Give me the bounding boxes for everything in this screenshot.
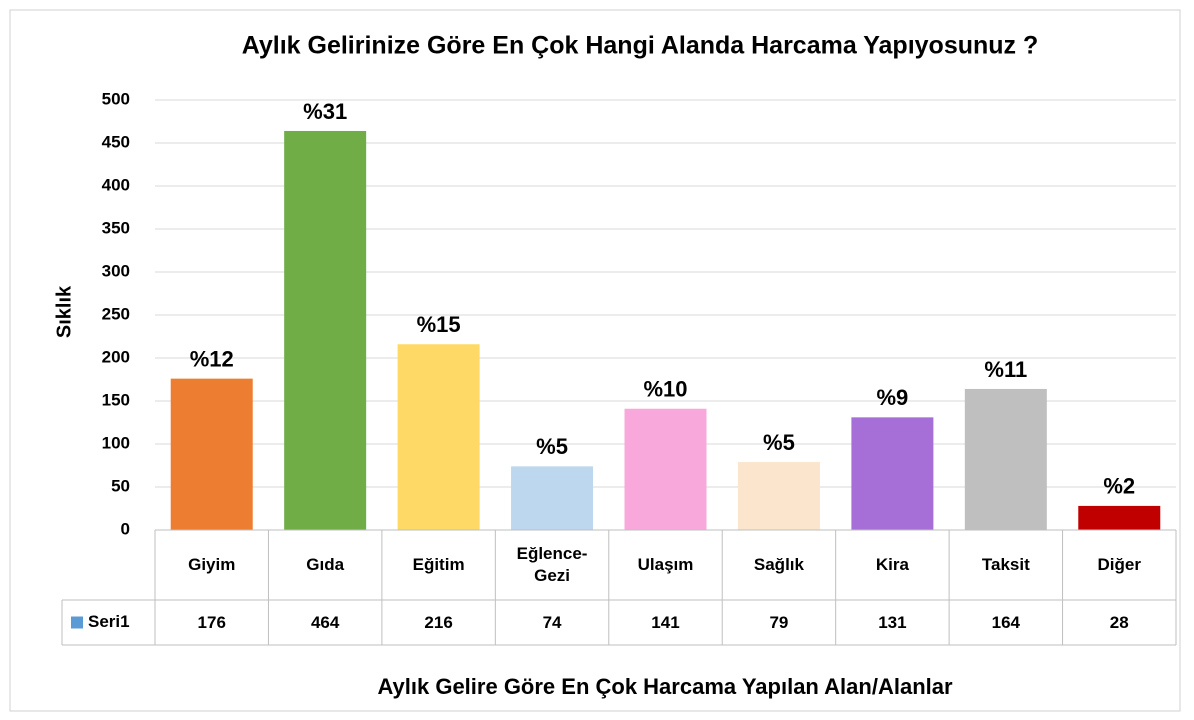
y-tick-label: 200 xyxy=(102,347,130,366)
table-value: 79 xyxy=(769,612,789,632)
category-label: Kira xyxy=(875,555,909,574)
bar xyxy=(1078,505,1161,530)
category-label: Giyim xyxy=(188,555,236,574)
data-label: %31 xyxy=(303,99,347,124)
category-label: Taksit xyxy=(981,555,1030,574)
y-axis-title: Sıklık xyxy=(53,285,75,338)
table-value: 464 xyxy=(310,612,340,632)
category-label: Diğer xyxy=(1097,555,1141,574)
bar xyxy=(851,417,934,530)
table-value: 28 xyxy=(1109,612,1129,632)
category-label: Gıda xyxy=(306,555,345,574)
data-label: %10 xyxy=(643,377,687,402)
y-tick-label: 0 xyxy=(121,519,130,538)
data-label: %9 xyxy=(876,385,908,410)
table-value: 176 xyxy=(197,612,226,632)
bar xyxy=(284,130,367,530)
category-label: Eğitim xyxy=(412,555,465,574)
chart-title: Aylık Gelirinize Göre En Çok Hangi Aland… xyxy=(242,32,1039,60)
y-tick-label: 100 xyxy=(102,433,130,452)
data-label: %5 xyxy=(763,430,795,455)
y-tick-label: 150 xyxy=(102,390,130,409)
data-label: %11 xyxy=(984,357,1027,382)
bar xyxy=(397,344,480,530)
data-label: %15 xyxy=(417,312,461,337)
y-tick-label: 300 xyxy=(102,261,130,280)
category-label: Ulaşım xyxy=(637,555,694,574)
data-label: %2 xyxy=(1103,474,1135,499)
table-value: 131 xyxy=(878,612,907,632)
table-value: 164 xyxy=(991,612,1021,632)
bar xyxy=(170,378,253,530)
legend-key xyxy=(71,616,83,629)
table-value: 74 xyxy=(542,612,562,632)
y-tick-label: 250 xyxy=(102,304,130,323)
y-tick-label: 400 xyxy=(102,175,130,194)
y-tick-label: 50 xyxy=(111,476,130,495)
chart-border xyxy=(9,9,1181,712)
category-label: Eğlence-Gezi xyxy=(516,544,588,585)
legend-label: Seri1 xyxy=(88,612,130,631)
x-axis-title: Aylık Gelire Göre En Çok Harcama Yapılan… xyxy=(377,674,953,699)
bar xyxy=(964,388,1047,530)
data-label: %5 xyxy=(536,434,568,459)
y-tick-label: 350 xyxy=(102,218,130,237)
y-tick-label: 500 xyxy=(102,89,130,108)
table-value: 141 xyxy=(651,612,680,632)
bar xyxy=(737,462,820,530)
table-value: 216 xyxy=(424,612,453,632)
y-tick-label: 450 xyxy=(102,132,130,151)
data-label: %12 xyxy=(190,346,234,371)
category-label: Sağlık xyxy=(753,555,804,574)
bar xyxy=(511,466,594,530)
bar xyxy=(624,408,707,530)
